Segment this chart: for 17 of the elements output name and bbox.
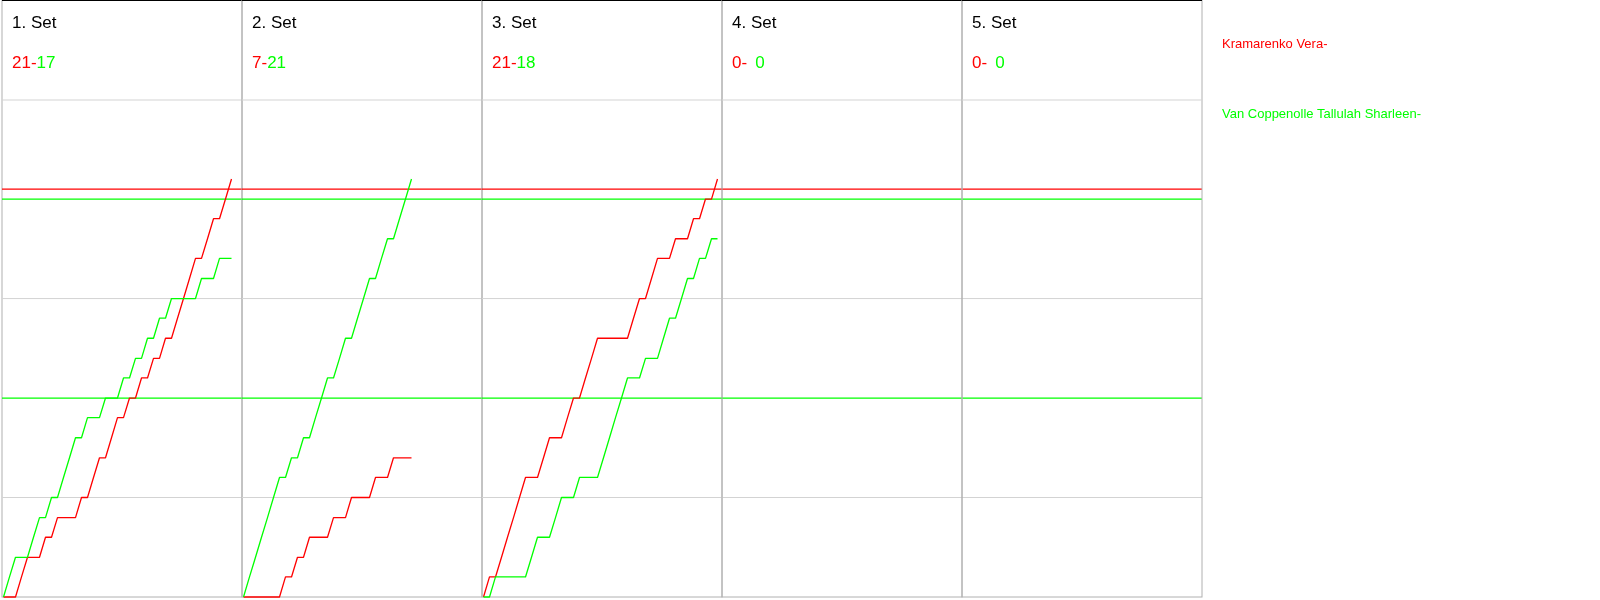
text: 0- xyxy=(972,53,988,72)
text: 17 xyxy=(36,53,56,72)
text: 0 xyxy=(755,53,765,72)
text: 5. Set xyxy=(972,13,1017,32)
text: 0 xyxy=(995,53,1005,72)
chart-title: 3. Set xyxy=(492,13,537,32)
text: 4. Set xyxy=(732,13,777,32)
text: 0- xyxy=(732,53,748,72)
text: 21- xyxy=(492,53,517,72)
chart-title: 1. Set xyxy=(12,13,57,32)
text: Van Coppenolle Tallulah Sharleen- xyxy=(1222,106,1421,121)
text: 18 xyxy=(516,53,536,72)
chart-title: 2. Set xyxy=(252,13,297,32)
text: 21- xyxy=(12,53,37,72)
text: 7- xyxy=(252,53,268,72)
text: Kramarenko Vera- xyxy=(1222,36,1328,51)
text: 21 xyxy=(267,53,287,72)
